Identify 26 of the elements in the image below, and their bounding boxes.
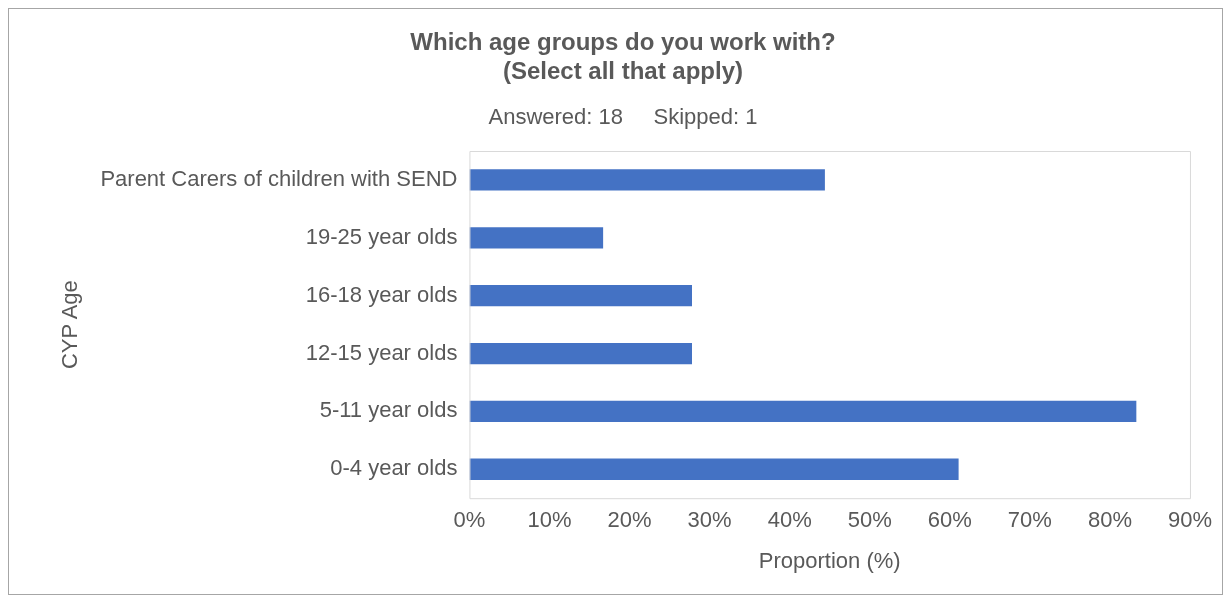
chart-subtitle: Answered: 18 Skipped: 1 (488, 103, 758, 129)
y-axis-title: CYP Age (57, 280, 83, 370)
x-tick-label: 10% (527, 507, 572, 533)
x-tick-label: 0% (453, 507, 486, 533)
x-tick-label: 70% (1007, 507, 1052, 533)
y-tick-label: 0-4 year olds (330, 455, 458, 481)
bar (469, 169, 825, 191)
x-tick-label: 50% (847, 507, 892, 533)
bar (469, 285, 692, 307)
x-axis-title: Proportion (%) (758, 547, 901, 573)
y-tick-label: Parent Carers of children with SEND (100, 166, 458, 191)
y-tick-label: 5-11 year olds (319, 397, 458, 423)
x-tick-label: 40% (767, 507, 812, 533)
x-tick-label: 20% (607, 507, 652, 533)
bar (469, 400, 1137, 423)
x-tick-label: 90% (1167, 507, 1213, 533)
chart-title: Which age groups do you work with? (Select all that apply) (410, 28, 836, 84)
y-tick-label: 16-18 year olds (305, 281, 458, 307)
bar (469, 458, 959, 480)
x-tick-label: 60% (927, 507, 972, 533)
bar (469, 342, 692, 365)
x-tick-label: 30% (687, 507, 732, 533)
y-tick-label: 12-15 year olds (305, 339, 458, 365)
bar (469, 227, 604, 249)
x-tick-label: 80% (1087, 507, 1132, 533)
y-tick-label: 19-25 year olds (305, 223, 458, 249)
